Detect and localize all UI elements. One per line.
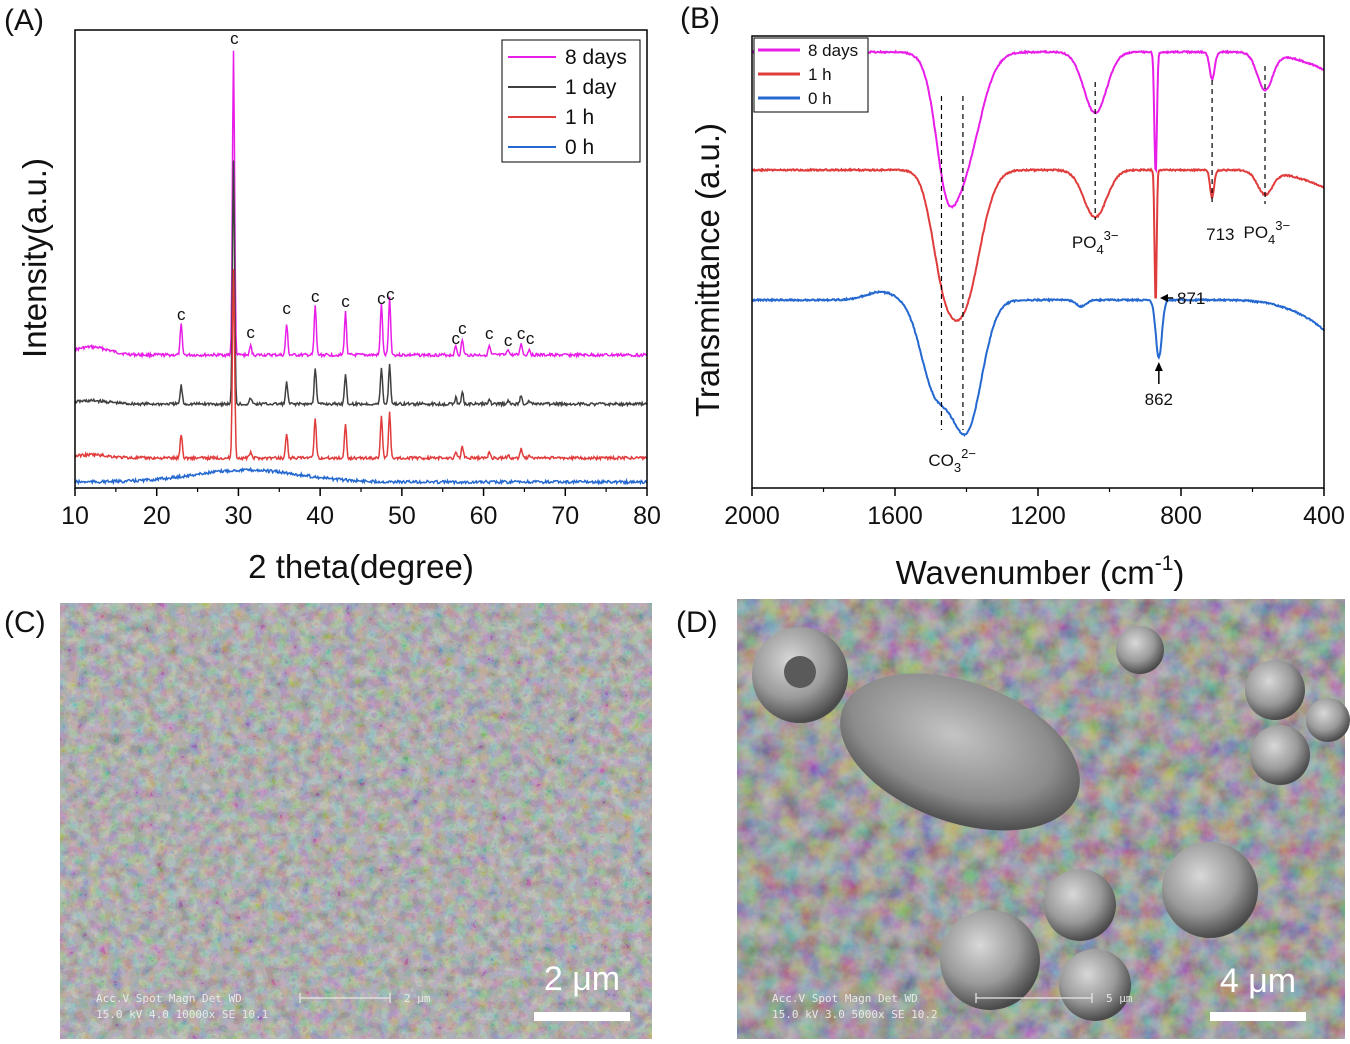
sem-d-sphere bbox=[1250, 725, 1310, 785]
sem-d-sphere bbox=[1044, 869, 1116, 941]
xrd-peak-marker: c bbox=[485, 324, 494, 343]
ftir-legend: 8 days 1 h 0 h bbox=[753, 37, 869, 113]
xrd-peak-marker: c bbox=[526, 329, 535, 348]
xrd-peak-marker: c bbox=[246, 323, 255, 342]
xrd-legend-label: 8 days bbox=[565, 46, 627, 69]
xrd-peak-marker: c bbox=[504, 331, 513, 350]
xrd-peak-marker: c bbox=[452, 329, 461, 348]
panel-d-label: (D) bbox=[676, 606, 718, 639]
panel-a-label: (A) bbox=[4, 4, 44, 37]
ftir-y-axis-title: Transmittance (a.u.) bbox=[689, 123, 726, 417]
sem-d-sphere bbox=[1162, 842, 1258, 938]
sem-image-d: 4 μm Acc.V Spot Magn Det WD 15.0 kV 3.0 … bbox=[737, 599, 1350, 1039]
sem-d-info-values: 15.0 kV 3.0 5000x SE 10.2 bbox=[772, 1008, 938, 1021]
ftir-862-arrowhead bbox=[1154, 362, 1163, 371]
sem-d-sphere bbox=[1116, 626, 1164, 674]
ftir-legend-label: 8 days bbox=[808, 41, 858, 60]
sem-d-micron-label: 5 μm bbox=[1106, 992, 1133, 1005]
ftir-713-label: 713 bbox=[1206, 225, 1234, 244]
xrd-peak-marker: c bbox=[341, 292, 350, 311]
ftir-x-axis-title: Wavenumber (cm-1) bbox=[896, 552, 1185, 591]
xrd-series-0-h bbox=[74, 466, 648, 486]
xrd-peak-marker: c bbox=[177, 305, 186, 324]
panel-c-label: (C) bbox=[4, 606, 46, 639]
sem-c-scale-bar bbox=[534, 1012, 630, 1021]
ftir-series-1-h bbox=[751, 167, 1325, 323]
ftir-po4-label: PO43− bbox=[1072, 228, 1119, 257]
sem-d-sphere bbox=[1306, 698, 1350, 742]
sem-c-micron-label: 2 μm bbox=[404, 992, 431, 1005]
ftir-po4-label: PO43− bbox=[1243, 218, 1290, 247]
xrd-x-tick-label: 10 bbox=[61, 502, 89, 530]
ftir-co3-label: CO32− bbox=[928, 446, 976, 475]
xrd-legend-label: 1 day bbox=[565, 76, 617, 99]
ftir-chart: 2000 1600 1200 800 400 CO32− PO43− PO43− 713 871 8… bbox=[724, 37, 1345, 530]
xrd-x-tick-label: 50 bbox=[388, 502, 416, 530]
ftir-871-arrowhead bbox=[1160, 294, 1168, 302]
sem-c-info-header: Acc.V Spot Magn Det WD bbox=[96, 992, 242, 1005]
ftir-plot-frame bbox=[751, 35, 1325, 489]
xrd-y-axis-title: Intensity(a.u.) bbox=[16, 158, 53, 358]
xrd-peak-marker: c bbox=[386, 285, 395, 304]
sem-c-info-values: 15.0 kV 4.0 10000x SE 10.1 bbox=[96, 1008, 268, 1021]
ftir-862-label: 862 bbox=[1145, 390, 1173, 409]
ftir-x-tick-label: 2000 bbox=[724, 502, 780, 530]
xrd-legend: 8 days 1 day 1 h 0 h bbox=[501, 39, 641, 163]
xrd-x-tick-label: 70 bbox=[551, 502, 579, 530]
sem-d-sphere bbox=[1245, 660, 1305, 720]
xrd-peak-marker: c bbox=[230, 29, 239, 48]
sem-image-c: 2 μm Acc.V Spot Magn Det WD 15.0 kV 4.0 … bbox=[60, 603, 652, 1039]
ftir-x-tick-label: 400 bbox=[1303, 502, 1345, 530]
xrd-x-tick-label: 80 bbox=[633, 502, 661, 530]
sem-d-spindle-particle bbox=[840, 673, 1080, 831]
ftir-871-label: 871 bbox=[1177, 289, 1205, 308]
ftir-series-0-h bbox=[751, 290, 1325, 437]
ftir-x-tick-label: 800 bbox=[1160, 502, 1202, 530]
xrd-x-tick-label: 60 bbox=[470, 502, 498, 530]
sem-d-scale-bar bbox=[1210, 1012, 1306, 1021]
xrd-legend-box bbox=[501, 39, 641, 163]
ftir-x-tick-label: 1200 bbox=[1010, 502, 1066, 530]
xrd-x-axis-title: 2 theta(degree) bbox=[248, 548, 474, 585]
sem-d-scale-text: 4 μm bbox=[1220, 962, 1296, 1000]
xrd-peak-marker: c bbox=[311, 287, 320, 306]
sem-d-sphere bbox=[940, 910, 1040, 1010]
xrd-peak-marker: c bbox=[377, 289, 386, 308]
xrd-peak-marker: c bbox=[282, 299, 291, 318]
sem-c-scale-text: 2 μm bbox=[544, 960, 620, 998]
xrd-x-tick-label: 20 bbox=[143, 502, 171, 530]
xrd-plot-frame bbox=[74, 29, 648, 489]
xrd-x-tick-label: 40 bbox=[306, 502, 334, 530]
xrd-x-tick-label: 30 bbox=[225, 502, 253, 530]
sem-d-sphere bbox=[1059, 949, 1131, 1021]
xrd-legend-label: 1 h bbox=[565, 106, 594, 129]
panel-b-label: (B) bbox=[680, 2, 720, 35]
ftir-legend-label: 1 h bbox=[808, 65, 832, 84]
xrd-series-1-day bbox=[74, 160, 648, 408]
sem-d-info-header: Acc.V Spot Magn Det WD bbox=[772, 992, 918, 1005]
ftir-x-tick-label: 1600 bbox=[867, 502, 923, 530]
xrd-peak-marker: c bbox=[517, 324, 526, 343]
xrd-peak-marker: c bbox=[458, 319, 467, 338]
xrd-series-8-days bbox=[74, 50, 648, 359]
xrd-legend-label: 0 h bbox=[565, 136, 594, 159]
xrd-series-1-h bbox=[74, 268, 648, 462]
ftir-legend-label: 0 h bbox=[808, 89, 832, 108]
